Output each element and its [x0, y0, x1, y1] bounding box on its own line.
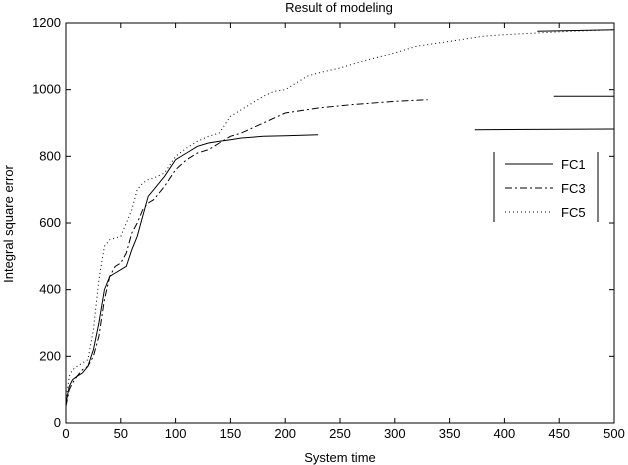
y-axis-ticks: 0 200 400 600 800 1000 1200	[32, 15, 614, 430]
x-tick-label: 0	[62, 426, 69, 441]
x-tick-label: 200	[274, 426, 296, 441]
plot-frame	[65, 22, 615, 424]
legend-label-fc1: FC1	[561, 157, 586, 172]
x-tick-label: 350	[439, 426, 461, 441]
y-tick-label: 200	[39, 348, 61, 363]
x-axis-ticks: 0 50 100 150 200 250 300 350 400 450 500	[62, 23, 625, 441]
x-tick-label: 250	[329, 426, 351, 441]
series-tail-segment	[474, 128, 615, 131]
legend-label-fc3: FC3	[561, 181, 586, 196]
x-axis-label: System time	[304, 450, 376, 465]
series-line-fc3	[65, 99, 428, 407]
series-line-fc1	[65, 134, 319, 404]
y-tick-label: 0	[54, 415, 61, 430]
legend-label-fc5: FC5	[561, 205, 586, 220]
x-tick-label: 150	[220, 426, 242, 441]
x-tick-label: 500	[603, 426, 625, 441]
y-tick-label: 800	[39, 148, 61, 163]
x-tick-label: 300	[384, 426, 406, 441]
x-tick-label: 100	[165, 426, 187, 441]
chart-title: Result of modeling	[285, 0, 393, 15]
x-tick-label: 50	[114, 426, 128, 441]
legend: FC1 FC3 FC5	[493, 152, 599, 222]
series-layer	[65, 29, 615, 407]
series-line-fc5	[65, 29, 615, 400]
y-tick-label: 1200	[32, 15, 61, 30]
y-tick-label: 1000	[32, 82, 61, 97]
y-tick-label: 600	[39, 215, 61, 230]
series-tail-segment	[537, 29, 615, 32]
y-tick-label: 400	[39, 282, 61, 297]
x-tick-label: 400	[494, 426, 516, 441]
x-tick-label: 450	[548, 426, 570, 441]
y-axis-label: Integral square error	[1, 164, 16, 282]
